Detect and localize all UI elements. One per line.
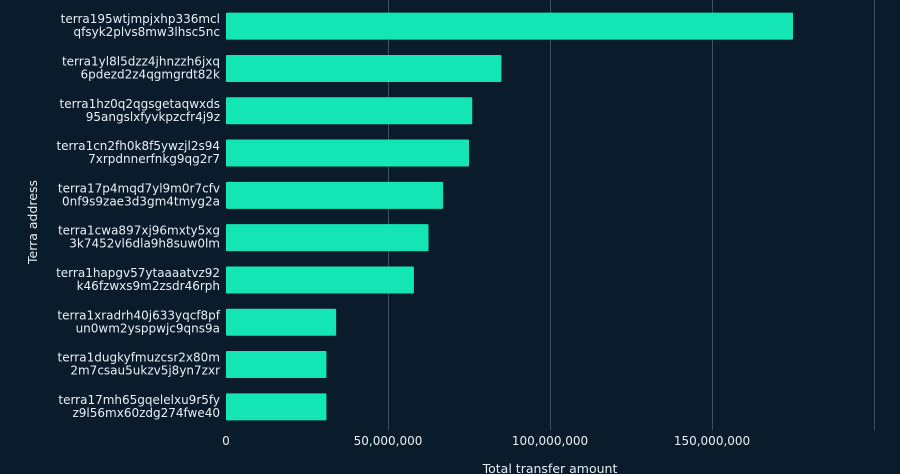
x-tick-label: 0 xyxy=(222,434,230,448)
category-label-line2: 0nf9s9zae3d3gm4tmyg2a xyxy=(62,194,220,208)
category-label-line1: terra1hapgv57ytaaaatvz92 xyxy=(56,266,220,280)
category-label: terra195wtjmpjxhp336mcl qfsyk2plvs8mw3lhs… xyxy=(61,12,220,39)
category-label-line2: qfsyk2plvs8mw3lhsc5nc xyxy=(74,25,220,39)
category-label-line2: 2m7csau5ukzv5j8yn7zxr xyxy=(70,364,220,378)
bar xyxy=(226,12,793,40)
category-label-line2: k46fzwxs9m2zsdr46rph xyxy=(77,279,220,293)
bar xyxy=(226,393,327,421)
category-label-line2: z9l56mx60zdg274fwe40 xyxy=(72,406,220,420)
bar xyxy=(226,139,469,167)
category-labels: terra195wtjmpjxhp336mcl qfsyk2plvs8mw3lhs… xyxy=(56,12,221,420)
category-label-line2: 95angslxfyvkpzcfr4j9z xyxy=(86,110,220,124)
x-tick-label: 100,000,000 xyxy=(512,434,588,448)
category-label: terra17p4mqd7yl9m0r7cfv 0nf9s9zae3d3gm4tm… xyxy=(58,181,220,208)
category-label: terra1yl8l5dzz4jhnzzh6jxq 6pdezd2z4qgmgrd… xyxy=(62,54,220,81)
category-label: terra1hapgv57ytaaaatvz92 k46fzwxs9m2zsdr4… xyxy=(56,266,220,293)
category-label-line1: terra17mh65gqelelxu9r5fy xyxy=(58,393,220,407)
category-label-line1: terra1dugkyfmuzcsr2x80m xyxy=(58,351,221,365)
category-label: terra1hz0q2qgsgetaqwxds 95angslxfyvkpzcfr… xyxy=(60,97,220,124)
category-label: terra1xradrh40j633yqcf8pf un0wm2ysppwjc9q… xyxy=(57,308,220,335)
bar xyxy=(226,97,473,125)
category-label-line1: terra195wtjmpjxhp336mcl xyxy=(61,12,220,26)
grid-layer xyxy=(388,0,875,430)
category-label-line1: terra1cn2fh0k8f5ywzjl2s94 xyxy=(56,139,220,153)
category-label-line2: 7xrpdnnerfnkg9qg2r7 xyxy=(88,152,220,166)
category-label: terra1cn2fh0k8f5ywzjl2s94 7xrpdnnerfnkg9q… xyxy=(56,139,220,166)
x-tick-label: 150,000,000 xyxy=(674,434,750,448)
bar xyxy=(226,181,444,209)
x-axis-title: Total transfer amount xyxy=(482,461,618,474)
category-label-line1: terra1cwa897xj96mxty5xg xyxy=(58,224,220,238)
bar-layer xyxy=(226,12,793,421)
y-axis-title: Terra address xyxy=(25,180,40,265)
bar xyxy=(226,54,502,82)
category-label-line2: 6pdezd2z4qgmgrdt82k xyxy=(80,67,220,81)
category-label-line2: 3k7452vl6dla9h8suw0lm xyxy=(69,237,220,251)
x-tick-label: 50,000,000 xyxy=(354,434,423,448)
category-label: terra1cwa897xj96mxty5xg 3k7452vl6dla9h8su… xyxy=(58,224,220,251)
category-label: terra17mh65gqelelxu9r5fy z9l56mx60zdg274f… xyxy=(58,393,220,420)
category-label-line1: terra1xradrh40j633yqcf8pf xyxy=(57,308,220,322)
category-label-line1: terra17p4mqd7yl9m0r7cfv xyxy=(58,181,220,195)
category-label-line1: terra1yl8l5dzz4jhnzzh6jxq xyxy=(62,54,220,68)
bar xyxy=(226,224,429,252)
bar xyxy=(226,351,327,379)
category-label-line1: terra1hz0q2qgsgetaqwxds xyxy=(60,97,220,111)
category-label-line2: un0wm2ysppwjc9qns9a xyxy=(76,321,220,335)
category-label: terra1dugkyfmuzcsr2x80m 2m7csau5ukzv5j8yn… xyxy=(58,351,221,378)
bar xyxy=(226,308,337,336)
x-tick-labels: 0 50,000,000 100,000,000 150,000,000 xyxy=(222,434,750,448)
bar xyxy=(226,266,414,294)
